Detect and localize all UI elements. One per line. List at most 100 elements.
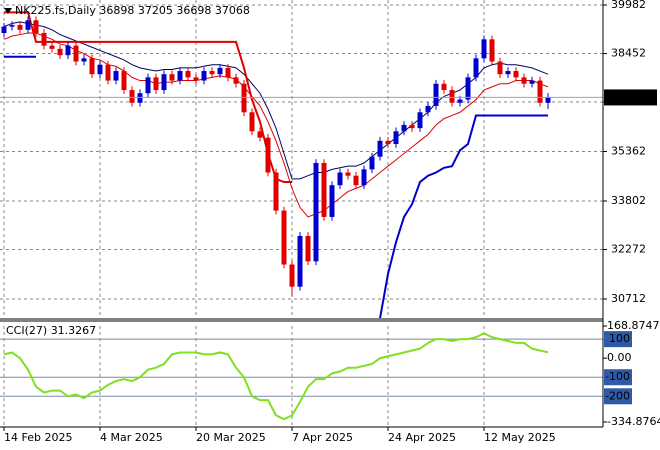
- candle-body: [369, 156, 375, 170]
- level-tag: [604, 331, 632, 348]
- candle-body: [353, 175, 359, 186]
- candle-body: [313, 163, 319, 262]
- candle-body: [201, 71, 207, 81]
- indicator-panel: [0, 332, 603, 421]
- candle-body: [425, 105, 431, 113]
- candle-body: [281, 210, 287, 265]
- candle-body: [41, 32, 47, 46]
- indicator-line: [3, 21, 549, 180]
- symbol: NK225.fs,Daily: [15, 4, 96, 17]
- low-value: 36698: [176, 4, 211, 17]
- last-price-tag: [604, 89, 657, 106]
- candle-body: [257, 131, 263, 138]
- candle-body: [81, 58, 87, 62]
- candle-body: [329, 185, 335, 217]
- x-tick-label: 24 Apr 2025: [388, 431, 456, 444]
- x-tick-label: 4 Mar 2025: [100, 431, 163, 444]
- indicator-header: CCI(27) 31.3267: [6, 324, 96, 337]
- candle-body: [17, 25, 23, 30]
- candle-body: [345, 172, 351, 176]
- candle-body: [177, 71, 183, 81]
- candle-body: [65, 45, 71, 56]
- candle-body: [401, 124, 407, 132]
- candle-body: [265, 137, 271, 173]
- candle-body: [9, 25, 15, 27]
- candle-body: [465, 77, 471, 100]
- candle-body: [105, 64, 111, 81]
- candle-body: [545, 97, 551, 103]
- x-tick-label: 20 Mar 2025: [196, 431, 266, 444]
- level-label: 100: [609, 332, 630, 345]
- y-tick-label: 168.8747: [607, 319, 660, 332]
- y-tick-label: 0.00: [607, 351, 632, 364]
- last-price-label: 37068: [609, 90, 647, 104]
- candle-body: [433, 83, 439, 106]
- x-tick-label: 12 May 2025: [484, 431, 556, 444]
- candle-body: [233, 77, 239, 84]
- candle-body: [305, 235, 311, 262]
- candle-body: [1, 26, 7, 33]
- level-tag: [604, 388, 632, 405]
- candle-body: [497, 61, 503, 75]
- y-tick-label: 35362: [611, 145, 646, 158]
- candle-body: [161, 74, 167, 91]
- candle-body: [385, 140, 391, 144]
- candle-body: [393, 131, 399, 144]
- candle-body: [289, 264, 295, 287]
- level-tag: [604, 369, 632, 386]
- open-value: 36898: [99, 4, 134, 17]
- candle-body: [481, 39, 487, 59]
- indicator-line: [3, 32, 549, 218]
- candle-body: [57, 48, 63, 56]
- y-tick-label: 30712: [611, 292, 646, 305]
- indicator-line: [3, 332, 549, 421]
- candle-body: [537, 80, 543, 103]
- candle-body: [457, 99, 463, 103]
- level-label: -100: [605, 370, 630, 383]
- candle-body: [145, 77, 151, 94]
- candle-body: [377, 140, 383, 157]
- candle-body: [513, 71, 519, 78]
- indicator-value: 31.3267: [51, 324, 97, 337]
- candle-body: [417, 112, 423, 129]
- level-label: -200: [605, 389, 630, 402]
- x-tick-label: 14 Feb 2025: [4, 431, 72, 444]
- candle-body: [97, 64, 103, 75]
- candle-body: [489, 39, 495, 62]
- candle-body: [273, 172, 279, 211]
- x-tick-label: 7 Apr 2025: [292, 431, 353, 444]
- candle-body: [521, 77, 527, 84]
- candle-body: [441, 83, 447, 91]
- candle-body: [121, 71, 127, 91]
- y-tick-label: 33802: [611, 194, 646, 207]
- candle-body: [409, 124, 415, 129]
- y-tick-label: 38452: [611, 47, 646, 60]
- candle-body: [321, 163, 327, 217]
- candle-body: [361, 169, 367, 186]
- candle-body: [49, 45, 55, 49]
- y-tick-label: -334.8764: [607, 415, 660, 428]
- candle-body: [193, 77, 199, 81]
- candle-body: [185, 71, 191, 78]
- candle-body: [129, 90, 135, 103]
- candle-body: [217, 67, 223, 75]
- y-tick-label: 39982: [611, 0, 646, 11]
- candle-body: [73, 45, 79, 62]
- candle-body: [169, 74, 175, 81]
- price-panel: [0, 4, 603, 318]
- candle-body: [225, 67, 231, 78]
- candle-body: [297, 235, 303, 287]
- chart-header: NK225.fs,Daily 36898 37205 36698 37068: [15, 4, 250, 17]
- plot-layer: [0, 0, 603, 431]
- indicator-line: [379, 114, 548, 318]
- collapse-icon: [4, 8, 12, 14]
- indicator-title: CCI(27): [6, 324, 47, 337]
- candle-body: [113, 71, 119, 81]
- candle-body: [89, 58, 95, 75]
- candle-body: [33, 20, 39, 33]
- candle-body: [337, 172, 343, 186]
- candle-body: [249, 112, 255, 132]
- candle-body: [505, 71, 511, 75]
- candle-body: [241, 83, 247, 113]
